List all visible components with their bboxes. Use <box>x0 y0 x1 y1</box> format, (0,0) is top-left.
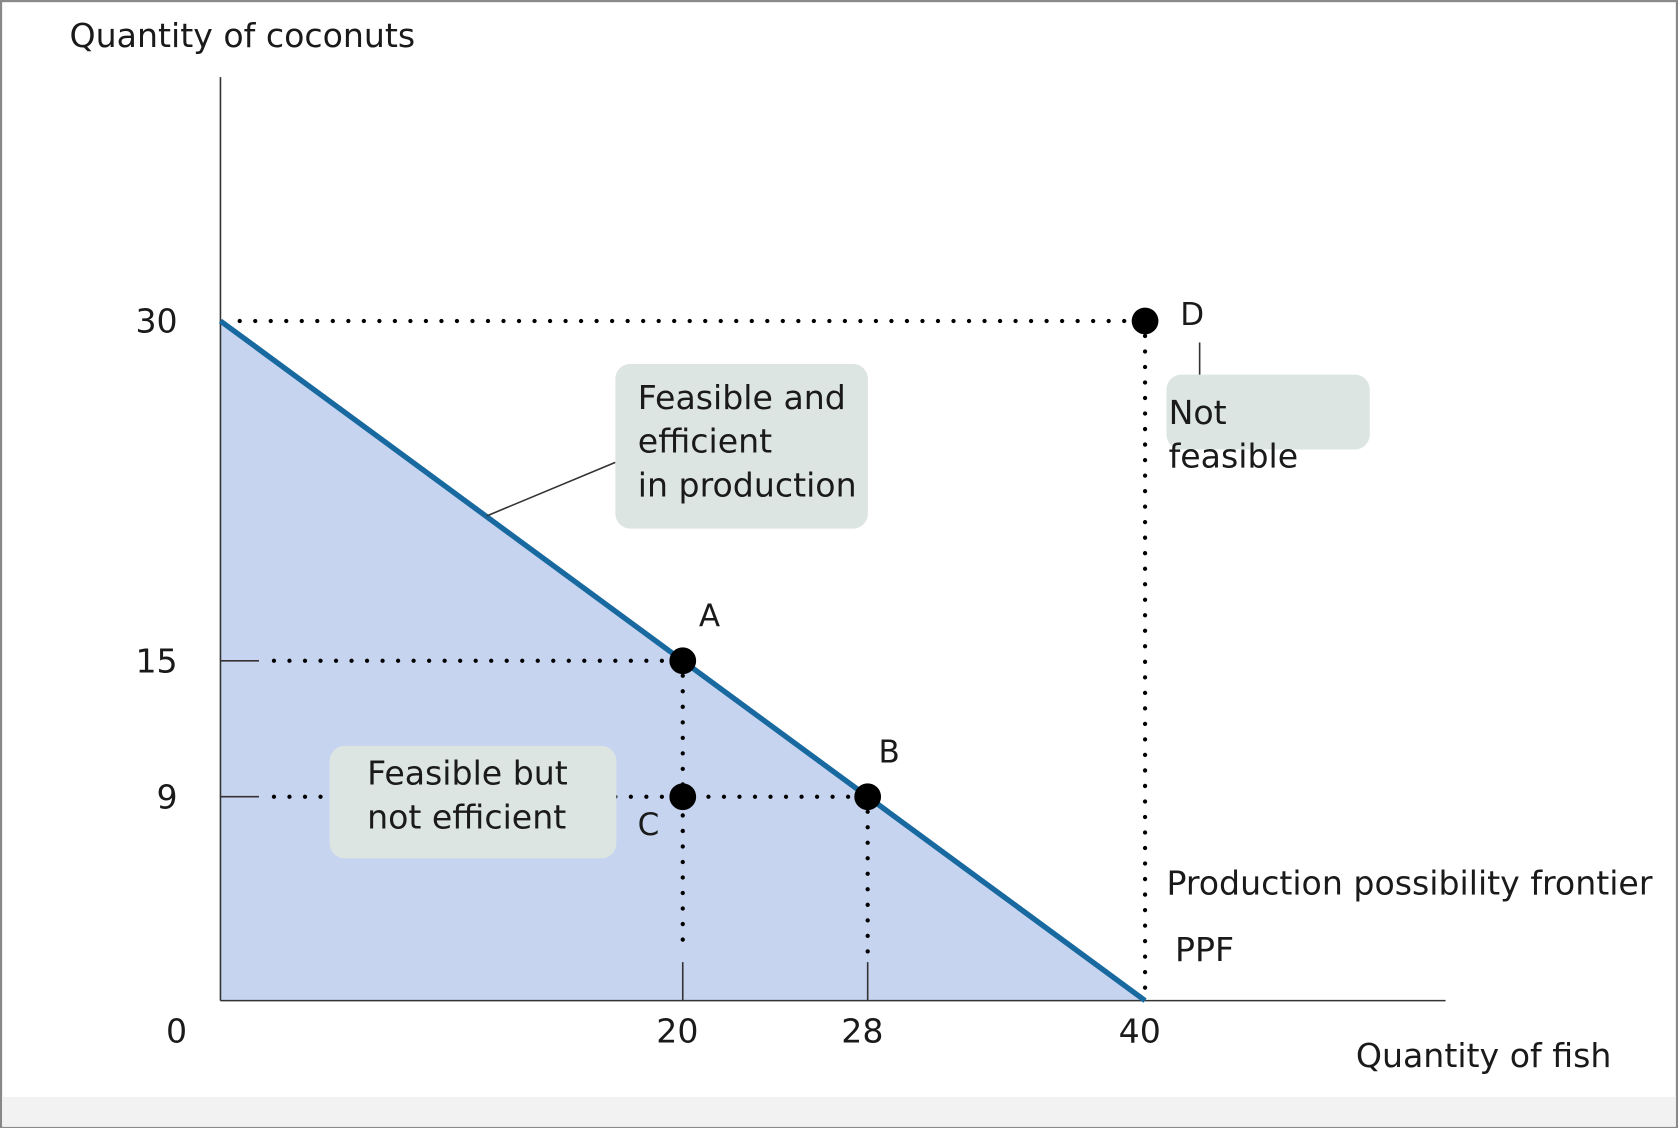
annotation-box <box>1166 374 1370 450</box>
annotation-box <box>329 745 617 859</box>
point <box>854 783 882 811</box>
annotation-text: Feasible and <box>638 378 846 417</box>
point <box>669 783 697 811</box>
annotation-box <box>615 363 868 529</box>
y-tick-label: 9 <box>157 777 178 816</box>
annotation-text: Feasible but <box>367 753 568 792</box>
x-tick-label: 28 <box>841 1011 883 1050</box>
annotation-text: PPF <box>1175 930 1234 969</box>
point <box>669 647 697 675</box>
connector <box>486 461 616 517</box>
x-tick-label: 0 <box>166 1011 187 1050</box>
bottom-strip <box>2 1096 1676 1127</box>
point-label: D <box>1180 297 1204 333</box>
y-tick-label: 30 <box>135 302 177 341</box>
y-tick-label: 15 <box>135 642 177 681</box>
point-label: A <box>699 599 720 635</box>
annotation-text: Production possibility frontier <box>1166 864 1652 903</box>
x-axis-title: Quantity of fish <box>1356 1036 1612 1075</box>
point <box>1131 307 1159 335</box>
annotation-text: efficient <box>638 422 772 461</box>
x-tick-label: 40 <box>1119 1011 1161 1050</box>
y-axis-title: Quantity of coconuts <box>70 16 416 55</box>
point-label: B <box>878 734 899 770</box>
x-tick-label: 20 <box>656 1011 698 1050</box>
annotation-text: Not <box>1169 393 1227 432</box>
point-label: C <box>638 807 660 843</box>
annotation-text: not efficient <box>367 797 566 836</box>
annotation-text: feasible <box>1169 437 1299 476</box>
annotation-text: in production <box>638 466 857 505</box>
